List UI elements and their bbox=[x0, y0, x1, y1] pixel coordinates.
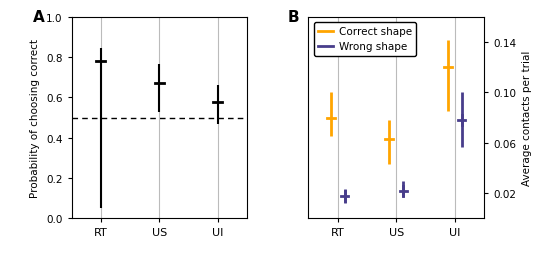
Text: B: B bbox=[288, 10, 299, 25]
Legend: Correct shape, Wrong shape: Correct shape, Wrong shape bbox=[314, 23, 416, 56]
Y-axis label: Average contacts per trial: Average contacts per trial bbox=[522, 51, 532, 185]
Text: A: A bbox=[33, 10, 45, 25]
Y-axis label: Probability of choosing correct: Probability of choosing correct bbox=[30, 39, 40, 197]
